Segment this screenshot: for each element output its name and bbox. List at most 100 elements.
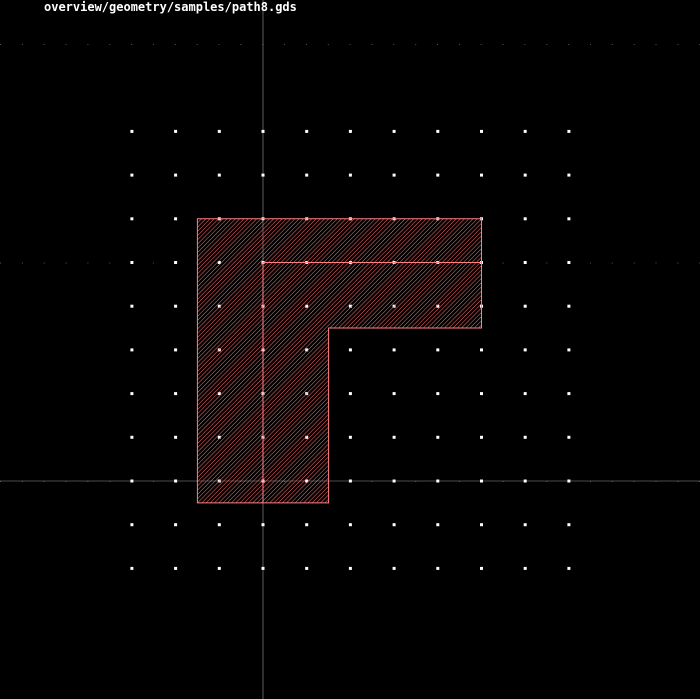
minor-dot (240, 44, 242, 45)
grid-dot (392, 392, 396, 396)
minor-dot (349, 44, 351, 45)
grid-dot (130, 261, 134, 264)
grid-dot (436, 523, 440, 527)
path-centerline (262, 262, 482, 503)
minor-dot (633, 481, 635, 482)
grid-dot (567, 348, 571, 352)
minor-dot (371, 44, 373, 45)
grid-dot (436, 129, 440, 133)
minor-dot (655, 44, 657, 45)
minor-dot (568, 44, 570, 45)
grid-dot (217, 129, 221, 133)
grid-dot (567, 523, 571, 527)
grid-dot (174, 173, 178, 177)
grid-dot (174, 479, 178, 483)
minor-grid-dots (0, 44, 700, 482)
minor-dot (21, 481, 23, 482)
minor-dot (415, 44, 417, 45)
grid-dot (174, 523, 178, 527)
minor-dot (152, 262, 154, 264)
minor-dot (305, 44, 307, 45)
minor-dot (480, 44, 482, 45)
grid-dot (392, 479, 396, 483)
grid-dot (523, 479, 527, 483)
minor-dot (131, 44, 133, 45)
grid-dot (174, 392, 178, 396)
grid-dot (480, 566, 483, 570)
grid-dot (261, 523, 265, 527)
grid-dot (480, 129, 483, 133)
grid-dot (130, 566, 134, 570)
grid-dot (392, 129, 396, 133)
grid-dot (130, 479, 134, 483)
minor-dot (43, 481, 45, 482)
grid-dot (480, 173, 483, 177)
grid-dot (348, 435, 352, 439)
grid-dot (392, 435, 396, 439)
minor-dot (109, 44, 111, 45)
minor-dot (633, 44, 635, 45)
grid-dot (174, 129, 178, 133)
minor-dot (284, 44, 286, 45)
grid-dot (130, 304, 134, 308)
grid-dot (217, 173, 221, 177)
minor-dot (611, 262, 613, 264)
grid-dot (567, 217, 571, 221)
minor-dot (109, 262, 111, 264)
minor-dot (21, 262, 23, 264)
grid-dot (480, 523, 483, 527)
minor-dot (43, 262, 45, 264)
minor-dot (611, 44, 613, 45)
grid-dot (436, 348, 440, 352)
grid-dot (348, 348, 352, 352)
grid-dot (567, 479, 571, 483)
minor-dot (677, 481, 679, 482)
grid-dot (523, 348, 527, 352)
grid-dot (348, 479, 352, 483)
minor-dot (590, 481, 591, 482)
grid-dot (392, 173, 396, 177)
grid-dots (130, 129, 571, 570)
grid-dot (305, 129, 309, 133)
minor-dot (546, 262, 548, 264)
file-path-title: overview/geometry/samples/path8.gds (44, 0, 297, 14)
grid-dot (174, 261, 178, 264)
grid-dot (130, 348, 134, 352)
grid-dot (130, 129, 134, 133)
minor-dot (152, 44, 154, 45)
minor-dot (87, 262, 89, 264)
grid-dot (523, 261, 527, 264)
grid-dot (130, 435, 134, 439)
grid-dot (392, 523, 396, 527)
grid-dot (130, 523, 134, 527)
grid-dot (392, 566, 396, 570)
grid-dot (305, 523, 309, 527)
grid-dot (523, 523, 527, 527)
grid-dot (567, 173, 571, 177)
minor-dot (590, 44, 591, 45)
grid-dot (567, 304, 571, 308)
minor-dot (524, 44, 526, 45)
grid-dot (130, 217, 134, 221)
minor-dot (502, 44, 504, 45)
grid-dot (174, 435, 178, 439)
grid-dot (174, 348, 178, 352)
grid-dot (305, 173, 309, 177)
minor-dot (0, 44, 1, 45)
minor-dot (152, 481, 154, 482)
minor-dot (0, 481, 1, 482)
minor-dot (371, 481, 373, 482)
grid-dot (567, 392, 571, 396)
path-polygon[interactable] (196, 218, 482, 504)
minor-dot (502, 481, 504, 482)
grid-dot (523, 129, 527, 133)
grid-dot (261, 173, 265, 177)
minor-dot (109, 481, 111, 482)
minor-dot (458, 481, 460, 482)
minor-dot (458, 44, 460, 45)
grid-dot (567, 435, 571, 439)
grid-dot (348, 129, 352, 133)
grid-dot (480, 348, 483, 352)
minor-dot (590, 262, 591, 264)
